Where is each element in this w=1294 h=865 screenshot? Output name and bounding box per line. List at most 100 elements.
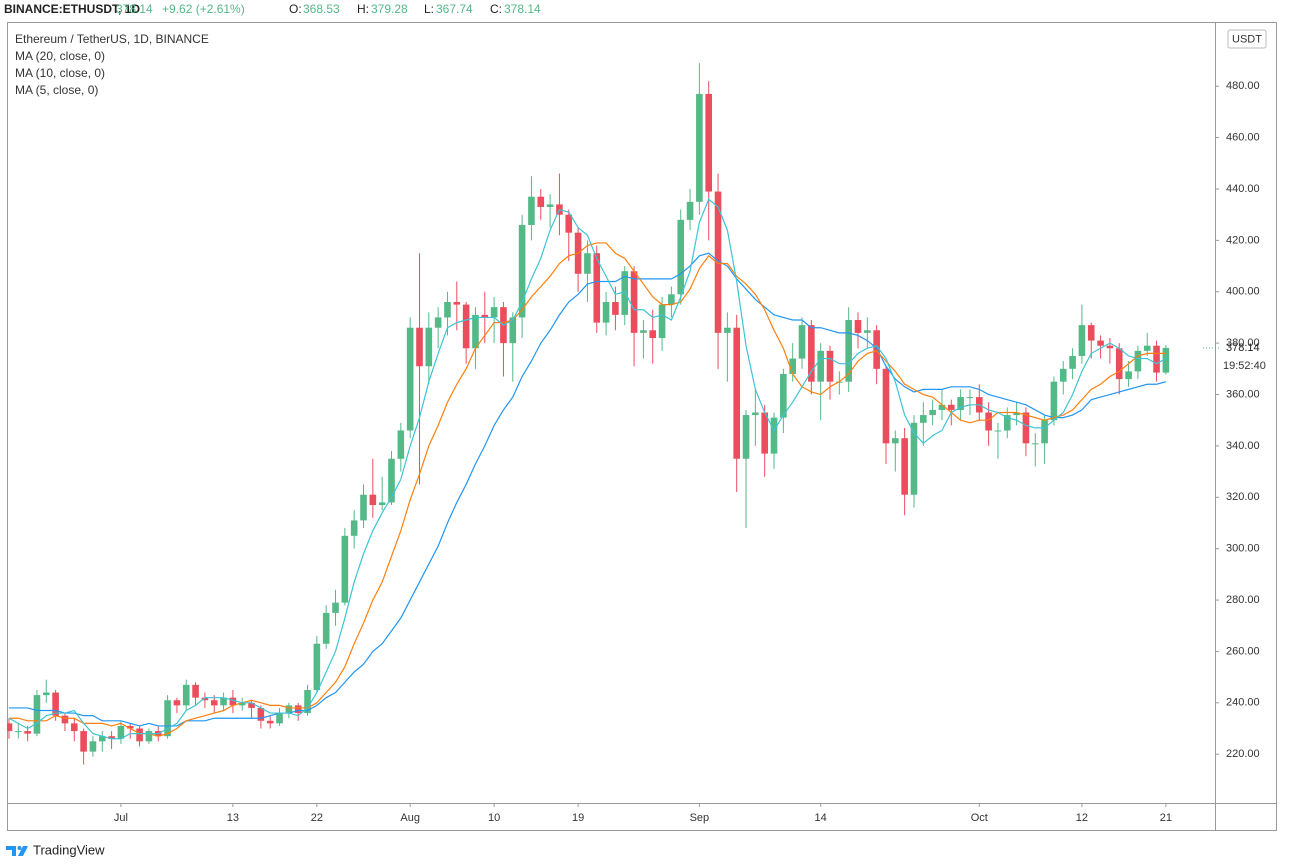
candle-body: [182, 684, 190, 706]
candle-body: [826, 350, 834, 382]
candle-body: [985, 412, 992, 431]
candle-body: [14, 731, 22, 733]
last-price: 378.14: [116, 2, 153, 16]
candle-body: [276, 713, 283, 724]
brand[interactable]: TradingView: [33, 842, 105, 857]
candle-body: [378, 502, 386, 505]
candle-body: [1097, 340, 1104, 346]
brand-logo[interactable]: [6, 846, 28, 856]
candle-body: [322, 612, 330, 644]
candle-body: [938, 404, 946, 410]
candle-body: [481, 314, 489, 318]
candle-body: [668, 294, 675, 305]
candle-body: [266, 720, 274, 724]
candle-body: [1069, 355, 1076, 369]
y-tick-label: 400.00: [1226, 286, 1260, 298]
candle-body: [696, 93, 703, 202]
high-label: H:: [357, 2, 369, 16]
candle-body: [761, 412, 768, 454]
x-tick-label: Jul: [114, 812, 128, 824]
last-price-label: 378.14: [1226, 342, 1260, 354]
ma-line: [8, 252, 1167, 727]
candle-body: [490, 307, 498, 318]
candle-body: [920, 415, 927, 423]
candle-body: [509, 317, 517, 344]
candle-body: [98, 736, 106, 742]
symbol[interactable]: BINANCE:ETHUSDT, 1D: [4, 2, 140, 16]
y-tick-label: 440.00: [1226, 183, 1260, 195]
legend-title: Ethereum / TetherUS, 1D, BINANCE: [15, 32, 209, 46]
candle-body: [854, 320, 862, 333]
candle-body: [1003, 415, 1011, 431]
x-tick-label: 13: [227, 812, 239, 824]
candle-body: [537, 196, 545, 207]
x-tick-label: 22: [311, 812, 323, 824]
x-tick-label: 14: [815, 812, 827, 824]
x-tick-label: Aug: [400, 812, 420, 824]
x-tick-label: 21: [1160, 812, 1172, 824]
candle-body: [304, 689, 311, 714]
candle-body: [397, 430, 405, 459]
candle-body: [1106, 345, 1114, 349]
candle-body: [518, 224, 526, 318]
candle-body: [462, 304, 470, 349]
y-tick-label: 340.00: [1226, 440, 1260, 452]
candle-body: [145, 731, 153, 742]
candle-body: [89, 741, 97, 752]
candle-body: [220, 697, 227, 706]
candle-body: [845, 320, 852, 382]
candle-body: [229, 697, 237, 706]
candle-body: [1013, 412, 1020, 416]
y-tick-label: 320.00: [1226, 491, 1260, 503]
candle-body: [957, 397, 964, 410]
candle-body: [406, 327, 414, 431]
candle-body: [966, 397, 974, 399]
candle-body: [947, 404, 955, 410]
y-tick-label: 300.00: [1226, 543, 1260, 555]
legend-entry: MA (10, close, 0): [15, 66, 105, 80]
candle-body: [1059, 368, 1067, 382]
pane: [7, 63, 1170, 765]
candle-body: [201, 697, 209, 701]
currency[interactable]: USDT: [1232, 33, 1262, 45]
candle-body: [752, 412, 759, 416]
candle-body: [705, 93, 713, 192]
legend-entry: MA (20, close, 0): [15, 49, 105, 63]
candle-body: [630, 271, 638, 333]
candle-body: [388, 458, 395, 503]
candle-body: [584, 253, 591, 274]
candle-body: [789, 358, 796, 374]
candle-body: [341, 535, 349, 603]
candle-body: [602, 302, 610, 323]
x-tick-label: Oct: [971, 812, 988, 824]
candle-body: [248, 702, 255, 708]
candle-body: [929, 409, 936, 416]
candle-body: [780, 373, 787, 418]
y-tick-label: 420.00: [1226, 234, 1260, 246]
candle-body: [724, 327, 731, 333]
candle-body: [24, 731, 31, 734]
candle-body: [173, 700, 181, 706]
candle-body: [1041, 420, 1048, 444]
y-tick-label: 360.00: [1226, 388, 1260, 400]
candle-body: [649, 330, 657, 338]
candle-body: [686, 201, 694, 220]
currency-box[interactable]: [1227, 29, 1267, 49]
candle-body: [117, 725, 125, 739]
legend-entry: MA (5, close, 0): [15, 83, 98, 97]
y-tick-label: 240.00: [1226, 697, 1260, 709]
ma-line: [8, 242, 1166, 737]
open-label: O:: [289, 2, 302, 16]
candle-body: [733, 327, 741, 459]
candle-body: [313, 643, 321, 690]
candle-body: [1115, 348, 1123, 380]
candle-body: [164, 700, 171, 737]
candle-body: [108, 736, 115, 739]
change: +9.62 (+2.61%): [162, 2, 245, 16]
candle-body: [285, 705, 293, 714]
candle-body: [677, 219, 685, 295]
candle-body: [70, 723, 78, 732]
candle-body: [565, 214, 573, 233]
candle-body: [910, 422, 918, 495]
candle-body: [192, 684, 199, 698]
